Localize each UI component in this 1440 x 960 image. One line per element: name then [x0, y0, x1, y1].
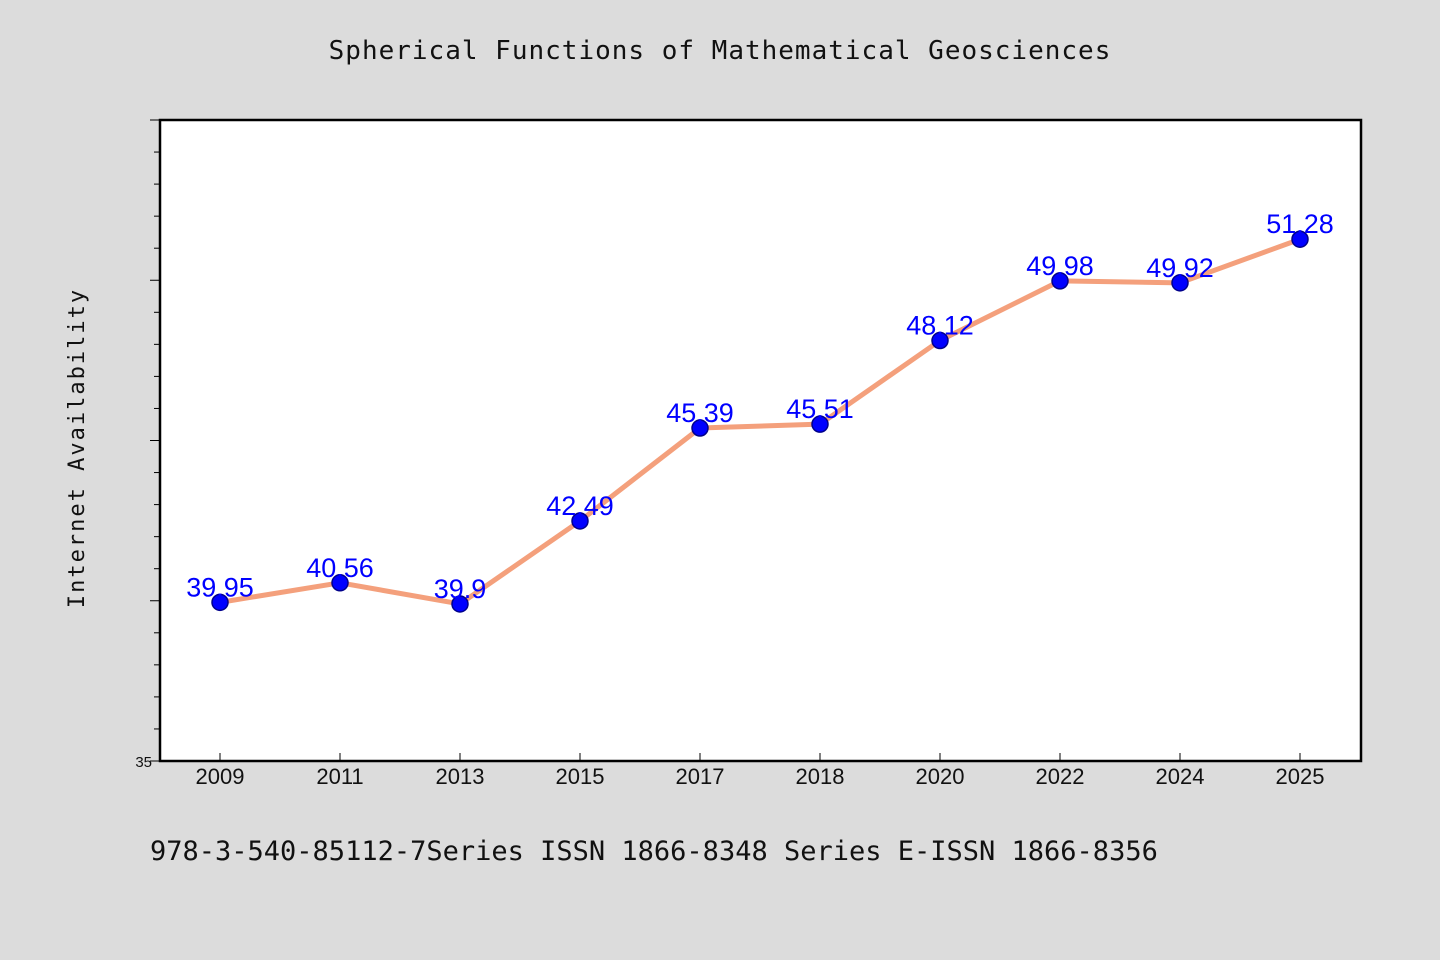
data-point-marker	[571, 512, 589, 530]
data-label: 39.9	[434, 574, 487, 604]
data-point-marker	[1051, 272, 1069, 290]
data-label: 42.49	[546, 491, 614, 521]
x-axis-ticks: 2009 2011 2013 2015 2017 2018 2020 2022 2024 2025	[196, 753, 1325, 789]
x-tick-label: 2024	[1156, 764, 1205, 789]
data-label: 51.28	[1266, 209, 1334, 239]
x-tick-label: 2013	[436, 764, 485, 789]
data-point-marker	[1171, 274, 1189, 292]
x-tick-label: 2018	[796, 764, 845, 789]
data-point-marker	[211, 593, 229, 612]
x-tick-label: 2015	[556, 764, 605, 789]
data-label: 45.51	[786, 394, 854, 424]
data-label: 39.95	[186, 572, 254, 602]
plot-area	[158, 118, 1363, 763]
data-label: 49.92	[1146, 253, 1214, 283]
data-label: 40.56	[306, 553, 374, 583]
data-label: 45.39	[666, 398, 734, 428]
series-group: 39.95 40.56 39.9 42.49 45.39 45.51 48.12 49.98 4…	[186, 209, 1334, 613]
x-tick-label: 2020	[916, 764, 965, 789]
data-point-marker	[1291, 230, 1309, 248]
y-axis-ticks: 35	[135, 119, 160, 771]
data-label: 49.98	[1026, 251, 1094, 281]
y-axis-label: Internet Availability	[65, 288, 90, 608]
footer-isbn-text: 978-3-540-85112-7Series ISSN 1866-8348 S…	[150, 836, 1158, 867]
x-tick-label: 2022	[1036, 764, 1085, 789]
x-tick-label: 2009	[196, 764, 245, 789]
series-line	[217, 236, 1303, 607]
data-label: 48.12	[906, 311, 974, 341]
data-point-marker	[451, 595, 469, 613]
x-tick-label: 2017	[676, 764, 725, 789]
y-tick-label: 35	[135, 754, 152, 771]
x-tick-label: 2011	[316, 764, 363, 789]
x-tick-label: 2025	[1276, 764, 1325, 789]
chart-title: Spherical Functions of Mathematical Geos…	[328, 36, 1112, 66]
data-point-marker	[811, 415, 829, 433]
data-point-marker	[691, 419, 709, 437]
data-point-marker	[331, 574, 349, 592]
data-point-marker	[931, 331, 949, 350]
